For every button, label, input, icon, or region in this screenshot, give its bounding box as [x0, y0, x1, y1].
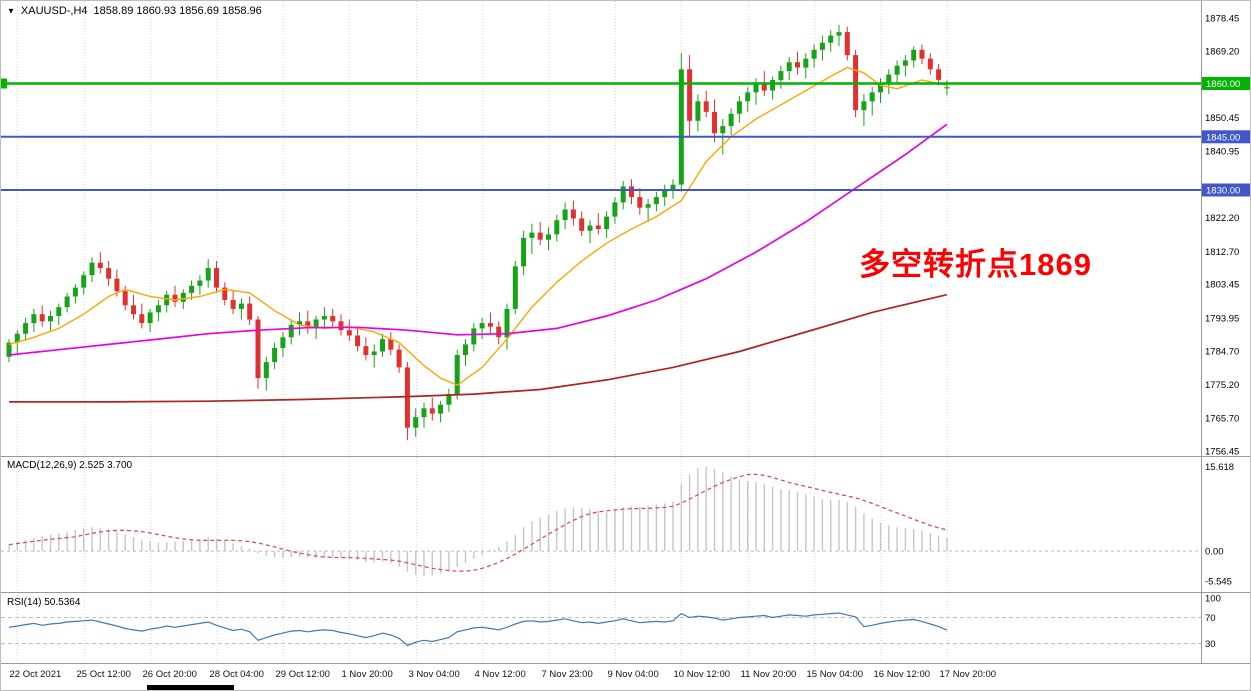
svg-text:-5.545: -5.545 [1205, 577, 1232, 588]
svg-text:1860.00: 1860.00 [1206, 79, 1240, 90]
svg-text:1 Nov 20:00: 1 Nov 20:00 [342, 669, 393, 680]
svg-text:11 Nov 20:00: 11 Nov 20:00 [741, 669, 797, 680]
svg-text:22 Oct 2021: 22 Oct 2021 [10, 669, 62, 680]
svg-text:100: 100 [1205, 594, 1221, 605]
svg-text:1775.20: 1775.20 [1205, 380, 1239, 391]
svg-text:25 Oct 12:00: 25 Oct 12:00 [77, 669, 131, 680]
fast-ma [8, 66, 948, 386]
svg-text:15.618: 15.618 [1205, 462, 1234, 473]
svg-text:1784.70: 1784.70 [1205, 346, 1239, 357]
horizontal-lines[interactable] [1, 78, 1201, 191]
svg-text:1756.45: 1756.45 [1205, 447, 1239, 458]
price-axis[interactable]: 1878.45 1869.20 1850.45 1840.95 1822.20 1812.… [1202, 14, 1250, 458]
macd-signal-line [8, 473, 948, 572]
svg-text:10 Nov 12:00: 10 Nov 12:00 [674, 669, 731, 680]
svg-text:17 Nov 20:00: 17 Nov 20:00 [940, 669, 997, 680]
svg-text:1830.00: 1830.00 [1206, 186, 1240, 197]
svg-text:1765.70: 1765.70 [1205, 414, 1239, 425]
svg-text:26 Oct 20:00: 26 Oct 20:00 [143, 669, 197, 680]
svg-text:4 Nov 12:00: 4 Nov 12:00 [475, 669, 526, 680]
svg-text:1822.20: 1822.20 [1205, 213, 1239, 224]
chart-title: ▼ XAUUSD-,H4 1858.89 1860.93 1856.69 185… [7, 5, 262, 17]
macd-indicator-label: MACD(12,26,9) 2.525 3.700 [7, 460, 133, 471]
chart-annotation-text[interactable]: 多空转折点1869 [859, 247, 1092, 282]
svg-text:1850.45: 1850.45 [1205, 113, 1239, 124]
svg-text:16 Nov 12:00: 16 Nov 12:00 [874, 669, 931, 680]
candles[interactable] [6, 25, 950, 441]
macd-panel: 15.618 0.00 -5.545 [1, 462, 1234, 588]
svg-text:15 Nov 04:00: 15 Nov 04:00 [807, 669, 864, 680]
time-axis[interactable]: 22 Oct 2021 25 Oct 12:00 26 Oct 20:00 28 Oc… [10, 669, 997, 680]
svg-text:1845.00: 1845.00 [1206, 132, 1240, 143]
rsi-indicator-label: RSI(14) 50.5364 [7, 597, 81, 608]
svg-text:1840.95: 1840.95 [1205, 147, 1239, 158]
moving-averages [8, 66, 948, 403]
svg-text:0.00: 0.00 [1205, 547, 1224, 558]
svg-text:7 Nov 23:00: 7 Nov 23:00 [542, 669, 593, 680]
panel-separators[interactable] [1, 1, 1251, 664]
rsi-line [8, 612, 948, 647]
rsi-panel: 100 70 30 [1, 594, 1221, 650]
svg-text:70: 70 [1205, 613, 1216, 624]
svg-text:28 Oct 04:00: 28 Oct 04:00 [210, 669, 264, 680]
slow-ma [9, 293, 948, 403]
svg-text:1812.70: 1812.70 [1205, 247, 1239, 258]
svg-text:30: 30 [1205, 639, 1216, 650]
svg-text:1869.20: 1869.20 [1205, 46, 1239, 57]
svg-text:1793.95: 1793.95 [1205, 313, 1239, 324]
svg-text:1803.45: 1803.45 [1205, 280, 1239, 291]
svg-text:9 Nov 04:00: 9 Nov 04:00 [608, 669, 659, 680]
medium-ma [8, 123, 948, 356]
collapse-triangle-icon[interactable]: ▼ [7, 6, 15, 16]
symbol-period-label: XAUUSD-,H4 [20, 5, 88, 17]
svg-text:3 Nov 04:00: 3 Nov 04:00 [409, 669, 460, 680]
bottom-black-bar [147, 685, 234, 690]
ohlc-values: 1858.89 1860.93 1856.69 1858.96 [93, 5, 262, 17]
svg-text:1878.45: 1878.45 [1205, 14, 1239, 25]
svg-text:29 Oct 12:00: 29 Oct 12:00 [276, 669, 330, 680]
